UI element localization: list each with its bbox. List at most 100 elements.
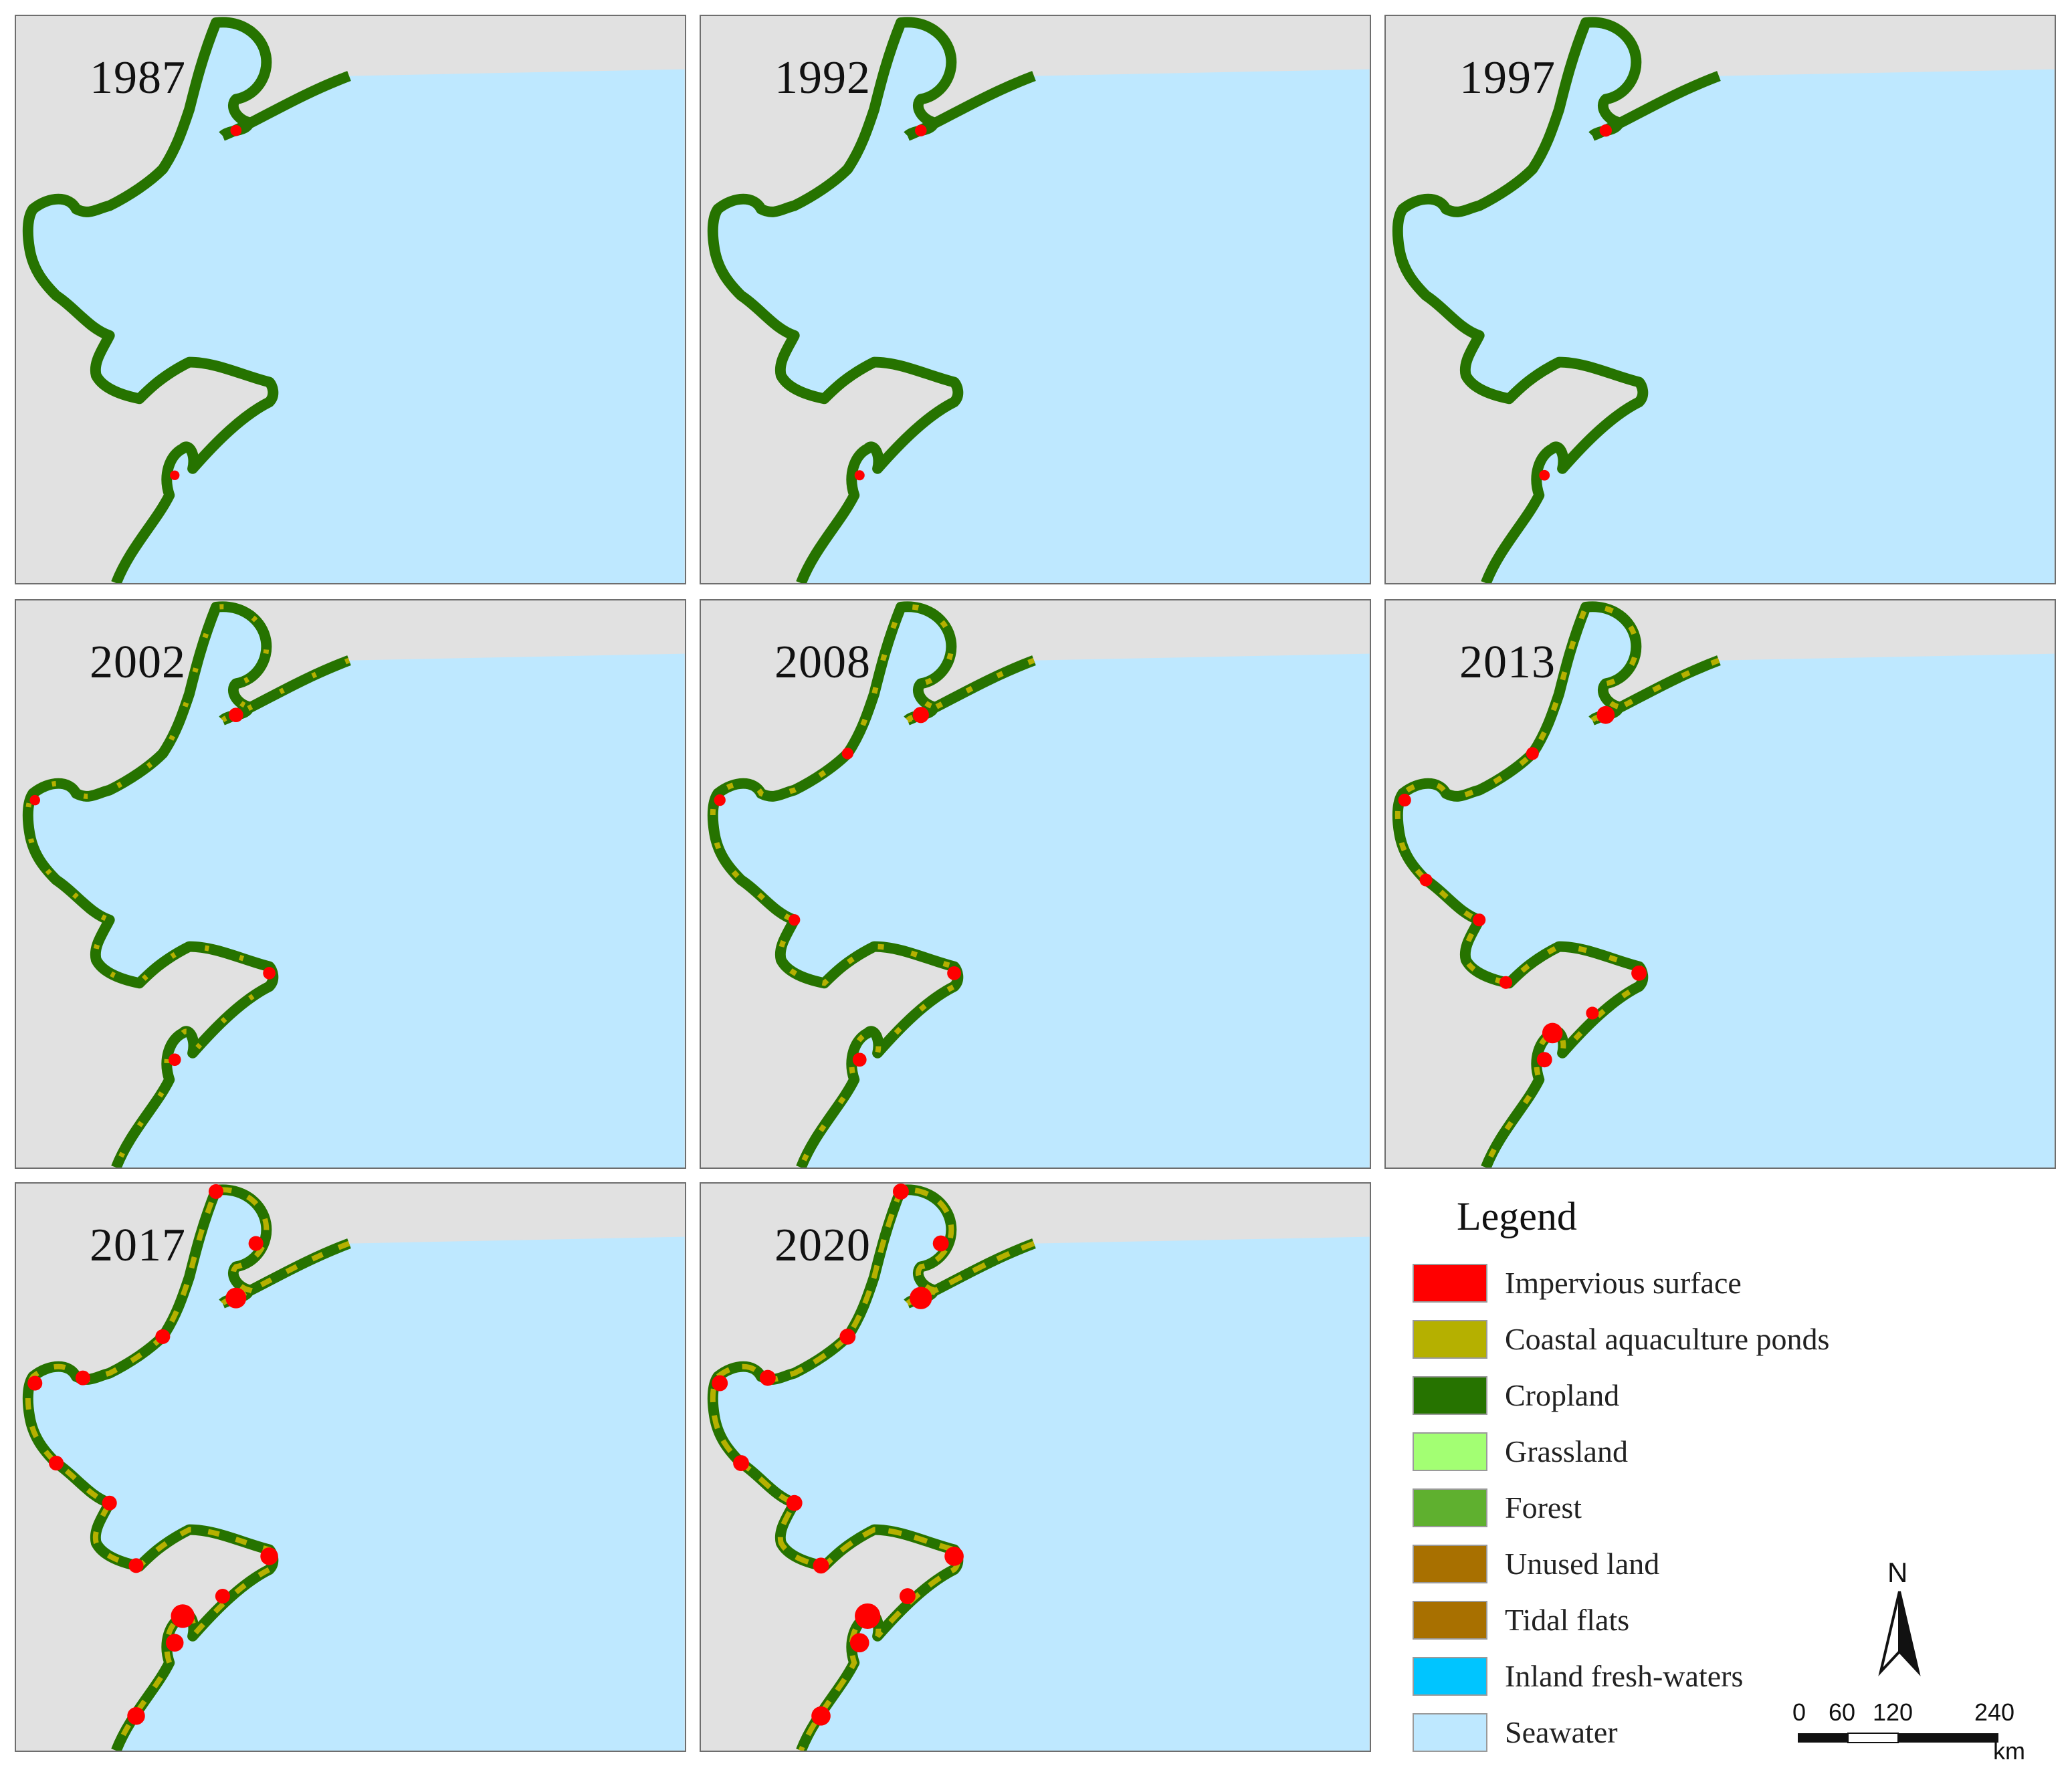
legend-swatch	[1413, 1601, 1487, 1640]
impervious-surface-patch	[910, 1287, 932, 1309]
map-panel: 1987	[15, 15, 686, 584]
panel-year-label: 2008	[774, 637, 871, 688]
impervious-surface-patch	[127, 1706, 145, 1725]
impervious-surface-patch	[893, 1184, 909, 1200]
impervious-surface-patch	[786, 1494, 803, 1511]
impervious-surface-patch	[947, 966, 961, 980]
impervious-surface-patch	[899, 1588, 916, 1605]
impervious-surface-patch	[128, 1558, 144, 1573]
impervious-surface-patch	[841, 748, 853, 760]
impervious-surface-patch	[102, 1495, 117, 1511]
seawater-area	[712, 1190, 1370, 1751]
impervious-surface-patch	[789, 914, 801, 926]
impervious-surface-patch	[759, 1369, 776, 1386]
scale-tick: 240	[1974, 1698, 2015, 1726]
impervious-surface-patch	[260, 1547, 278, 1565]
legend-swatch	[1413, 1264, 1487, 1303]
panel-year-label: 1997	[1459, 52, 1556, 104]
seawater-area	[712, 606, 1370, 1168]
impervious-surface-patch	[1398, 794, 1411, 807]
scale-tick: 120	[1873, 1698, 1913, 1726]
map-panel: 1997	[1384, 15, 2056, 584]
legend-title: Legend	[1457, 1194, 1577, 1238]
impervious-surface-patch	[1499, 976, 1513, 989]
scale-tick: 0	[1792, 1698, 1806, 1726]
impervious-surface-patch	[1542, 1022, 1563, 1044]
legend-label: Inland fresh-waters	[1505, 1659, 1744, 1693]
scale-tick: 60	[1829, 1698, 1856, 1726]
impervious-surface-patch	[155, 1329, 171, 1344]
map-panel: 1992	[700, 15, 1371, 584]
impervious-surface-patch	[849, 1633, 869, 1653]
legend-swatch	[1413, 1432, 1487, 1471]
seawater-area	[1397, 606, 2055, 1168]
impervious-surface-patch	[230, 124, 242, 136]
map-svg	[22, 17, 685, 583]
impervious-surface-patch	[712, 1375, 728, 1392]
impervious-surface-patch	[932, 1235, 949, 1252]
impervious-surface-patch	[168, 1053, 181, 1067]
seawater-area	[27, 606, 685, 1168]
legend-swatch	[1413, 1376, 1487, 1415]
impervious-surface-patch	[1473, 913, 1486, 927]
impervious-surface-patch	[248, 1236, 264, 1251]
legend-label: Grassland	[1505, 1434, 1628, 1468]
panel-year-label: 2002	[90, 637, 186, 688]
impervious-surface-patch	[1526, 747, 1539, 760]
panel-year-label: 1992	[774, 52, 871, 104]
legend-label: Impervious surface	[1505, 1266, 1742, 1300]
seawater-area	[27, 22, 685, 583]
impervious-surface-patch	[49, 1455, 64, 1471]
impervious-surface-patch	[733, 1455, 750, 1471]
legend-label: Tidal flats	[1505, 1603, 1630, 1637]
impervious-surface-patch	[854, 470, 865, 481]
map-svg	[1392, 601, 2055, 1168]
panel-year-label: 2017	[90, 1220, 186, 1271]
impervious-surface-patch	[1419, 873, 1433, 887]
north-arrow-icon	[1878, 1591, 1921, 1676]
scale-unit: km	[1993, 1737, 2025, 1765]
impervious-surface-patch	[75, 1370, 90, 1385]
impervious-surface-patch	[225, 1287, 247, 1309]
impervious-surface-patch	[813, 1557, 829, 1574]
impervious-surface-patch	[1539, 469, 1550, 481]
map-svg	[22, 1184, 685, 1751]
impervious-surface-patch	[171, 1604, 195, 1628]
legend-label: Coastal aquaculture ponds	[1505, 1322, 1830, 1356]
impervious-surface-patch	[714, 794, 726, 806]
impervious-surface-patch	[1536, 1052, 1552, 1068]
legend-swatch	[1413, 1657, 1487, 1696]
seawater-area	[27, 1190, 685, 1751]
impervious-surface-patch	[263, 967, 276, 980]
impervious-surface-patch	[215, 1589, 230, 1604]
impervious-surface-patch	[29, 794, 40, 806]
panel-year-label: 2020	[774, 1220, 871, 1271]
map-panel: 2002	[15, 599, 686, 1169]
panel-year-label: 1987	[90, 52, 186, 104]
legend-swatch	[1413, 1488, 1487, 1527]
map-panel: 2013	[1384, 599, 2056, 1169]
map-svg	[22, 601, 685, 1168]
impervious-surface-patch	[1599, 124, 1613, 137]
map-svg	[707, 1184, 1370, 1751]
map-legend: Legend Impervious surface Coastal aquacu…	[1398, 1194, 2067, 1769]
impervious-surface-patch	[912, 707, 929, 724]
north-label: N	[1887, 1557, 1908, 1588]
impervious-surface-patch	[855, 1603, 881, 1630]
map-svg	[707, 601, 1370, 1168]
scale-bar-graphic	[1798, 1733, 1998, 1743]
impervious-surface-patch	[811, 1706, 831, 1726]
legend-swatch	[1413, 1713, 1487, 1752]
map-panel: 2020	[700, 1182, 1371, 1752]
impervious-surface-patch	[915, 124, 927, 136]
scale-bar: 0 60 120 240 km	[1792, 1698, 2025, 1772]
impervious-surface-patch	[839, 1328, 856, 1345]
impervious-surface-patch	[27, 1375, 43, 1391]
seawater-area	[712, 22, 1370, 583]
legend-label: Cropland	[1505, 1378, 1620, 1412]
legend-label: Forest	[1505, 1490, 1582, 1525]
map-svg	[1392, 17, 2055, 583]
impervious-surface-patch	[170, 470, 180, 480]
aquaculture-ponds-band	[710, 1187, 1035, 1751]
map-panel: 2008	[700, 599, 1371, 1169]
